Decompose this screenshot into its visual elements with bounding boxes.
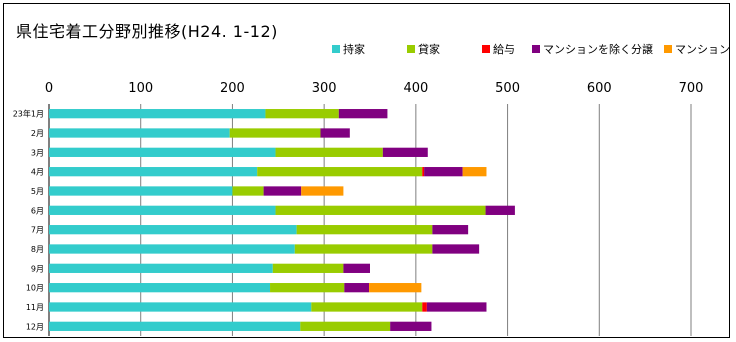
x-tick-label: 0 (45, 81, 53, 96)
bar-segment (270, 283, 345, 293)
bar-segment (49, 128, 230, 138)
bar-segment (49, 205, 276, 215)
bar-segment (49, 147, 276, 157)
y-tick-label: 4月 (31, 168, 44, 177)
bar-segment (320, 128, 350, 138)
bar-segment (257, 167, 423, 177)
bar-segment (422, 302, 427, 312)
legend-label: 持家 (343, 43, 365, 56)
bar-segment (49, 302, 312, 312)
grid-layer (48, 104, 692, 336)
bar-segment (272, 263, 344, 273)
bar-segment (424, 167, 463, 177)
y-tick-label: 10月 (26, 284, 44, 293)
bar-segment (232, 186, 264, 196)
y-tick-label: 5月 (31, 187, 44, 196)
legend-swatch (664, 45, 672, 53)
bar-segment (49, 283, 271, 293)
bar-segment (422, 167, 425, 177)
bar-layer (49, 109, 515, 331)
legend-label: 給与 (493, 43, 515, 56)
legend-swatch (332, 45, 340, 53)
x-tick-label: 100 (128, 81, 153, 96)
x-tick-label: 600 (587, 81, 612, 96)
legend-item: 貸家 (407, 41, 440, 57)
bar-segment (296, 225, 433, 235)
y-tick-label: 7月 (31, 226, 44, 235)
bar-segment (432, 225, 469, 235)
bar-segment (49, 321, 301, 331)
legend-label: マンションを除く分譲 (543, 43, 653, 56)
y-tick-label: 11月 (26, 303, 44, 312)
legend-item: 給与 (482, 41, 515, 57)
bar-segment (462, 167, 487, 177)
y-tick-label: 23年1月 (13, 109, 44, 119)
y-tick-label: 2月 (31, 129, 44, 138)
x-tick-label: 400 (403, 81, 428, 96)
legend-swatch (482, 45, 490, 53)
legend: 持家 貸家 給与 マンションを除く分譲 マンション (322, 41, 732, 57)
x-tick-label: 700 (679, 81, 704, 96)
legend-item: マンションを除く分譲 (532, 41, 653, 57)
y-tick-label: 9月 (31, 264, 44, 273)
legend-label: 貸家 (418, 43, 440, 56)
bar-segment (369, 283, 422, 293)
y-tick-label: 6月 (31, 206, 44, 215)
bar-segment (49, 109, 266, 119)
bar-segment (49, 263, 273, 273)
bar-segment (426, 302, 487, 312)
bar-segment (49, 167, 258, 177)
bar-segment (338, 109, 388, 119)
y-tick-label: 8月 (31, 245, 44, 254)
bar-segment (49, 244, 295, 254)
y-tick-label: 3月 (31, 148, 44, 157)
legend-swatch (407, 45, 415, 53)
bar-segment (49, 225, 297, 235)
bar-segment (229, 128, 321, 138)
bar-segment (390, 321, 432, 331)
legend-swatch (532, 45, 540, 53)
x-tick-label: 500 (495, 81, 520, 96)
chart-title: 県住宅着工分野別推移(H24. 1-12) (16, 22, 278, 41)
bar-segment (485, 205, 515, 215)
y-tick-label: 12月 (26, 322, 44, 331)
bar-segment (311, 302, 423, 312)
bar-segment (300, 321, 391, 331)
bar-segment (294, 244, 433, 254)
bar-segment (275, 147, 383, 157)
bar-segment (301, 186, 344, 196)
bar-segment (344, 283, 370, 293)
tick-layer: 0 100 200 300 400 500 600 700 23年1月 2月 3月 4月 5月 6月 7月 8… (13, 81, 704, 331)
legend-item: 持家 (332, 41, 365, 57)
bar-segment (265, 109, 339, 119)
bar-segment (263, 186, 302, 196)
bar-segment (343, 263, 370, 273)
x-tick-label: 200 (220, 81, 245, 96)
x-tick-label: 300 (312, 81, 337, 96)
legend-label: マンション (675, 43, 730, 56)
bar-segment (382, 147, 428, 157)
bar-segment (49, 186, 233, 196)
legend-item: マンション (664, 41, 730, 57)
bar-segment (432, 244, 480, 254)
bar-segment (275, 205, 486, 215)
